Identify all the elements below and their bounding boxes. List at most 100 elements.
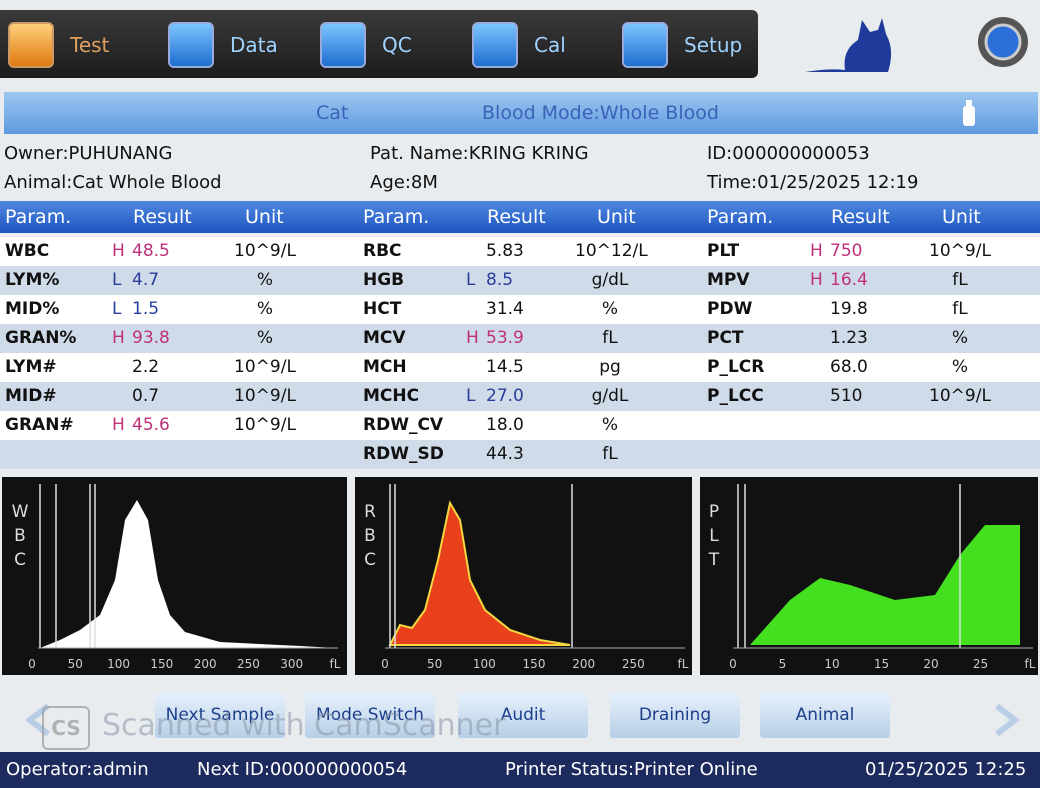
histogram-tick: 50 <box>427 657 442 671</box>
histogram-label: WBC <box>10 502 30 574</box>
param: LYM% <box>5 270 60 290</box>
nav-button[interactable]: Cal <box>472 22 602 68</box>
nav-icon <box>168 22 214 68</box>
unit: 10^9/L <box>234 415 296 435</box>
action-button[interactable]: Mode Switch <box>305 692 435 738</box>
column-header: Unit <box>245 206 284 228</box>
param: HCT <box>363 299 402 319</box>
param: LYM# <box>5 357 57 377</box>
nav-button[interactable]: QC <box>320 22 450 68</box>
rbc-discriminators <box>389 484 573 648</box>
patient: Pat. Name:KRING KRING <box>370 143 589 164</box>
action-button[interactable]: Next Sample <box>155 692 285 738</box>
histogram-label: PLT <box>704 502 724 574</box>
histogram-tick: 300 <box>280 657 303 671</box>
param: PLT <box>707 241 740 261</box>
histogram-tick: 25 <box>973 657 988 671</box>
result-row: MID# 0.7 10^9/L MCHC L 27.0 g/dL P_LCC 510 10^9/L <box>0 382 1040 411</box>
column-header: Result <box>133 206 192 228</box>
unit: 10^12/L <box>575 241 648 261</box>
unit: % <box>256 270 274 290</box>
result: 1.23 <box>830 328 868 348</box>
mode-header: Cat Blood Mode:Whole Blood <box>4 92 1038 134</box>
result: 8.5 <box>486 270 514 290</box>
column-header: Unit <box>942 206 981 228</box>
unit: % <box>601 299 619 319</box>
result: 18.0 <box>486 415 524 435</box>
histogram-tick: 10 <box>824 657 839 671</box>
unit: 10^9/L <box>234 357 296 377</box>
blood-mode: Blood Mode:Whole Blood <box>482 102 719 124</box>
nav-button[interactable]: Data <box>168 22 298 68</box>
next-arrow[interactable] <box>985 700 1025 740</box>
unit: 10^9/L <box>234 386 296 406</box>
result: 44.3 <box>486 444 524 464</box>
histogram-tick: 150 <box>523 657 546 671</box>
param: HGB <box>363 270 405 290</box>
result-row: GRAN% H 93.8% MCV H 53.9 fL PCT 1.23% <box>0 324 1040 353</box>
flag: H <box>112 241 125 261</box>
power-button[interactable] <box>975 14 1031 70</box>
histogram-tick: 20 <box>923 657 938 671</box>
result: 19.8 <box>830 299 868 319</box>
unit: % <box>256 299 274 319</box>
column-header: Result <box>487 206 546 228</box>
unit: 10^9/L <box>929 386 991 406</box>
plt-curve <box>750 525 1020 645</box>
histogram-tick: 0 <box>381 657 389 671</box>
flag: H <box>466 328 479 348</box>
nav-button[interactable]: Setup <box>622 22 752 68</box>
nav-icon <box>8 22 54 68</box>
param: MCH <box>363 357 407 377</box>
histogram-tick: 200 <box>194 657 217 671</box>
flag: L <box>112 299 122 319</box>
histogram-tick: fL <box>678 657 689 671</box>
column-header: Result <box>831 206 890 228</box>
param: MPV <box>707 270 750 290</box>
param: WBC <box>5 241 50 261</box>
result-row: LYM% L 4.7% HGB L 8.5 g/dL MPV H 16.4 fL <box>0 266 1040 295</box>
histogram-tick: 50 <box>68 657 83 671</box>
histogram-tick: fL <box>330 657 341 671</box>
unit: 10^9/L <box>234 241 296 261</box>
printer-status: Printer Status:Printer Online <box>505 759 758 780</box>
nav-button[interactable]: Test <box>8 22 138 68</box>
param: MCV <box>363 328 406 348</box>
unit: fL <box>602 444 618 464</box>
flag: H <box>112 415 125 435</box>
param: MID% <box>5 299 60 319</box>
column-header: Param. <box>5 206 72 228</box>
column-header: Param. <box>707 206 774 228</box>
plt-discriminators <box>737 484 961 648</box>
nav-icon <box>622 22 668 68</box>
time: Time:01/25/2025 12:19 <box>707 172 919 193</box>
result-row: MID% L 1.5% HCT 31.4% PDW 19.8 fL <box>0 295 1040 324</box>
result: 510 <box>830 386 863 406</box>
flag: H <box>112 328 125 348</box>
param: PCT <box>707 328 744 348</box>
nav-icon <box>320 22 366 68</box>
param: RDW_CV <box>363 415 444 435</box>
table-header: Param. Result Unit Param. Result Unit Param. Re… <box>0 201 1040 233</box>
result-row: LYM# 2.2 10^9/L MCH 14.5 pg P_LCR 68.0% <box>0 353 1040 382</box>
action-button[interactable]: Animal <box>760 692 890 738</box>
cat-icon <box>805 18 892 72</box>
nav-label: Data <box>230 33 278 57</box>
clock: 01/25/2025 12:25 <box>865 759 1027 780</box>
result: 14.5 <box>486 357 524 377</box>
operator: Operator:admin <box>6 759 149 780</box>
nav-label: Setup <box>684 33 743 57</box>
flag: H <box>810 241 823 261</box>
flag: L <box>466 270 476 290</box>
unit: % <box>951 328 969 348</box>
nav-label: Test <box>70 33 110 57</box>
nav-label: Cal <box>534 33 566 57</box>
param: PDW <box>707 299 753 319</box>
result-row: RDW_SD 44.3 fL <box>0 440 1040 469</box>
action-button[interactable]: Draining <box>610 692 740 738</box>
param: P_LCC <box>707 386 764 406</box>
result: 4.7 <box>132 270 160 290</box>
action-button[interactable]: Audit <box>458 692 588 738</box>
result-row: WBC H 48.5 10^9/L RBC 5.83 10^12/L PLT H 750 10^9/… <box>0 237 1040 266</box>
